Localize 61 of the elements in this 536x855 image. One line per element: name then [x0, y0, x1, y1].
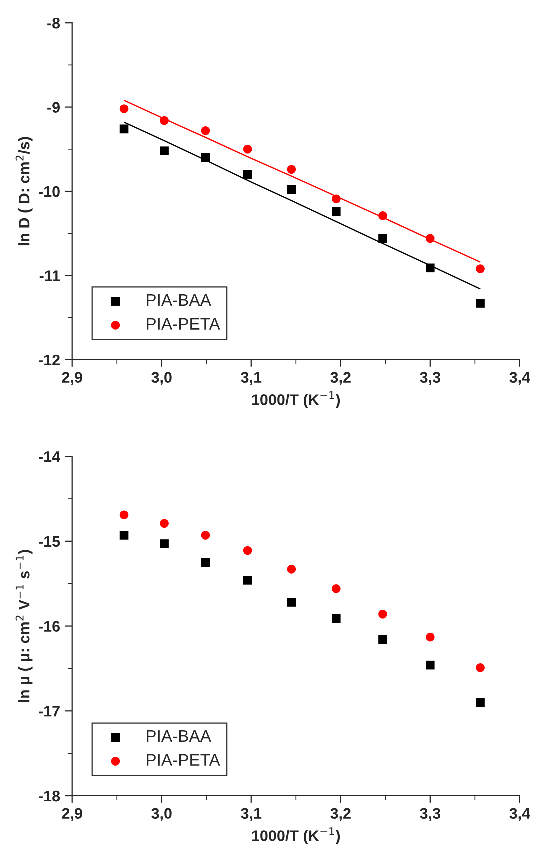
point: [426, 660, 435, 670]
point: [476, 663, 485, 672]
y-axis-title: ln μ ( μ: cm$^{2}$ V$^{−1}$ s$^{−1}$): [16, 550, 33, 702]
x-tick-label: 2,9: [62, 372, 82, 386]
legend-label: PIA-PETA: [147, 754, 220, 766]
point: [160, 540, 169, 548]
point: [287, 565, 296, 574]
point: [243, 546, 252, 556]
y-tick-label: -16: [39, 621, 60, 632]
point: [243, 170, 252, 180]
x-axis-title: 1000/T (K$^{−1}$): [252, 828, 340, 844]
x-tick-label: 3,0: [152, 808, 172, 822]
legend-label: PIA-BAA: [147, 294, 212, 306]
point: [332, 207, 341, 216]
x-tick-label: 3,4: [510, 808, 530, 822]
y-tick-label: -17: [39, 706, 60, 717]
point: [287, 165, 296, 174]
x-tick-label: 3,3: [420, 372, 440, 386]
x-tick-label: 2,9: [62, 808, 82, 822]
legend-label: PIA-BAA: [147, 730, 212, 742]
point: [378, 610, 388, 619]
x-tick-label: 3,1: [241, 808, 262, 822]
y-tick-label: -8: [48, 18, 60, 29]
point: [120, 104, 129, 114]
point: [120, 124, 129, 134]
point: [378, 234, 388, 244]
y-tick-label: -15: [39, 536, 60, 548]
legend-label: PIA-PETA: [147, 318, 220, 330]
y-tick-label: -18: [39, 790, 60, 802]
point: [332, 584, 341, 594]
y-tick-label: -12: [39, 354, 60, 366]
x-axis-title: 1000/T (K$^{−1}$): [252, 392, 340, 408]
point: [426, 632, 435, 642]
y-tick-label: -10: [39, 186, 60, 198]
y-tick-label: -9: [48, 102, 60, 113]
x-tick-label: 3,3: [420, 808, 440, 822]
point: [476, 299, 485, 308]
point: [160, 519, 169, 528]
point: [201, 558, 210, 568]
point: [287, 598, 296, 607]
point: [243, 145, 252, 154]
point: [332, 614, 341, 624]
x-tick-label: 3,2: [330, 372, 351, 386]
point: [120, 510, 129, 520]
point: [160, 146, 169, 156]
y-tick-label: -11: [40, 270, 60, 282]
point: [201, 531, 210, 540]
point: [476, 264, 485, 274]
point: [378, 635, 388, 644]
point: [476, 698, 485, 708]
x-tick-label: 3,4: [510, 372, 530, 386]
point: [243, 576, 252, 585]
x-tick-label: 3,1: [241, 372, 262, 386]
x-tick-label: 3,2: [330, 808, 351, 822]
y-tick-label: -14: [39, 452, 60, 462]
point: [287, 185, 296, 194]
line-series: [124, 122, 482, 290]
x-tick-label: 3,0: [152, 372, 172, 386]
y-axis-title: ln D ( D: cm$^{2}$/s): [16, 137, 33, 246]
point: [201, 126, 210, 136]
point: [120, 531, 129, 540]
